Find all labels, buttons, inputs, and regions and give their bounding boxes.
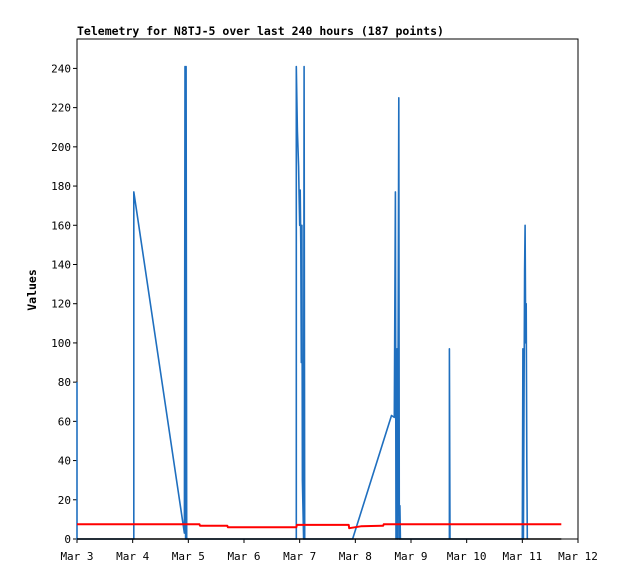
x-tick-label: Mar 3 bbox=[60, 550, 93, 563]
y-tick-label: 20 bbox=[58, 494, 71, 507]
y-tick-label: 0 bbox=[64, 533, 71, 546]
x-tick-label: Mar 12 bbox=[558, 550, 598, 563]
x-tick-label: Mar 9 bbox=[394, 550, 427, 563]
y-tick-label: 100 bbox=[51, 337, 71, 350]
x-tick-label: Mar 7 bbox=[283, 550, 316, 563]
y-axis-label: Values bbox=[25, 269, 39, 311]
plot-frame bbox=[76, 38, 579, 540]
series-group bbox=[76, 65, 562, 540]
y-tick-label: 180 bbox=[51, 180, 71, 193]
y-tick-label: 240 bbox=[51, 62, 71, 75]
y-tick-label: 80 bbox=[58, 376, 71, 389]
y-tick-label: 120 bbox=[51, 298, 71, 311]
y-tick-label: 200 bbox=[51, 141, 71, 154]
y-tick-label: 160 bbox=[51, 219, 71, 232]
x-tick-label: Mar 10 bbox=[447, 550, 487, 563]
x-tick-label: Mar 11 bbox=[502, 550, 542, 563]
x-tick-label: Mar 8 bbox=[339, 550, 372, 563]
chart-title: Telemetry for N8TJ-5 over last 240 hours… bbox=[77, 24, 444, 38]
x-tick-label: Mar 4 bbox=[116, 550, 149, 563]
y-tick-label: 40 bbox=[58, 455, 71, 468]
series-line-1 bbox=[76, 65, 529, 540]
y-tick-label: 60 bbox=[58, 415, 71, 428]
x-tick-label: Mar 6 bbox=[227, 550, 260, 563]
y-tick-label: 140 bbox=[51, 258, 71, 271]
y-tick-label: 220 bbox=[51, 102, 71, 115]
series-line-2 bbox=[77, 523, 562, 530]
x-axis: Mar 3 Mar 4 Mar 5 Mar 6 Mar 7 Mar 8 Mar 9 Mar 1… bbox=[60, 539, 598, 563]
y-axis: 0 20 40 60 80 100 120 140 160 180 200 220 240 bbox=[51, 62, 77, 546]
x-tick-label: Mar 5 bbox=[172, 550, 205, 563]
